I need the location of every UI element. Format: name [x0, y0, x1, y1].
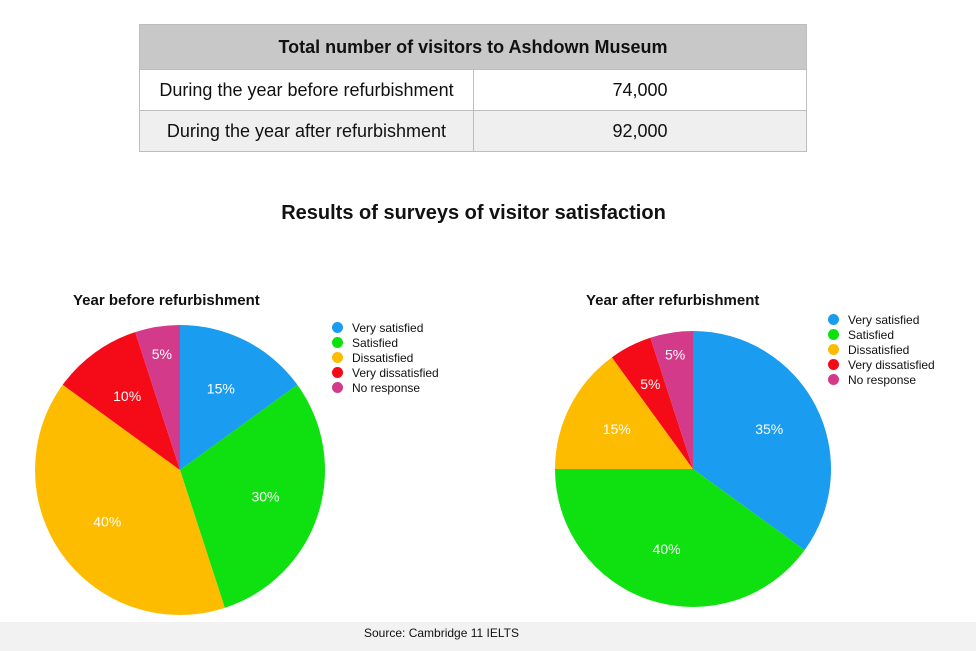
legend-item: Very satisfied: [828, 312, 935, 327]
table-row-value: 92,000: [473, 110, 807, 152]
legend-before: Very satisfied Satisfied Dissatisfied Very …: [332, 320, 439, 395]
pie-slice-satisfied: [180, 384, 325, 608]
slice-data-label: 35%: [755, 421, 783, 437]
legend-label: Very satisfied: [848, 312, 920, 327]
legend-item: Satisfied: [332, 335, 439, 350]
legend-label: Very satisfied: [352, 320, 424, 335]
legend-label: Satisfied: [848, 327, 895, 342]
pie-chart-before: 15% 30% 40% 10% 5%: [34, 325, 325, 615]
slice-data-label: 10%: [113, 388, 141, 404]
legend-swatch: [332, 322, 343, 333]
visitors-table: Total number of visitors to Ashdown Muse…: [139, 24, 807, 152]
footer-band: [0, 622, 976, 651]
pie-slice-very-satisfied: [693, 331, 831, 551]
legend-item: Satisfied: [828, 327, 935, 342]
legend-label: Very dissatisfied: [352, 365, 439, 380]
legend-item: No response: [828, 372, 935, 387]
slice-data-label: 5%: [640, 376, 660, 392]
slice-data-label: 15%: [207, 381, 235, 397]
legend-label: Satisfied: [352, 335, 399, 350]
slice-data-label: 15%: [603, 421, 631, 437]
pie-slice-very-satisfied: [180, 325, 298, 470]
table-row-label: During the year before refurbishment: [139, 69, 474, 111]
pie-slice-very-dissatisfied: [611, 337, 693, 469]
pie-slice-no-response: [650, 331, 693, 469]
legend-item: Dissatisfied: [828, 342, 935, 357]
pie-slice-dissatisfied: [34, 384, 225, 615]
pie-chart-after: 35% 40% 15% 5% 5%: [555, 331, 831, 607]
legend-label: No response: [848, 372, 917, 387]
legend-after: Very satisfied Satisfied Dissatisfied Very …: [828, 312, 935, 387]
legend-label: Dissatisfied: [848, 342, 910, 357]
pie-slice-very-dissatisfied: [62, 332, 180, 470]
slice-data-label: 5%: [665, 347, 685, 363]
legend-swatch: [332, 382, 343, 393]
legend-item: Dissatisfied: [332, 350, 439, 365]
legend-item: No response: [332, 380, 439, 395]
legend-label: No response: [352, 380, 421, 395]
legend-swatch: [828, 329, 839, 340]
legend-swatch: [828, 374, 839, 385]
table-row: During the year after refurbishment 92,0…: [139, 110, 807, 152]
slice-data-label: 5%: [152, 346, 172, 362]
table-row: During the year before refurbishment 74,…: [139, 69, 807, 111]
legend-item: Very dissatisfied: [332, 365, 439, 380]
legend-swatch: [332, 352, 343, 363]
legend-label: Dissatisfied: [352, 350, 414, 365]
slice-data-label: 40%: [93, 514, 121, 530]
legend-swatch: [332, 367, 343, 378]
legend-swatch: [332, 337, 343, 348]
source-note: Source: Cambridge 11 IELTS: [364, 626, 519, 640]
table-row-value: 74,000: [473, 69, 807, 111]
table-header: Total number of visitors to Ashdown Muse…: [139, 24, 807, 70]
table-header-row: Total number of visitors to Ashdown Muse…: [139, 24, 807, 70]
pie-title-after: Year after refurbishment: [586, 292, 760, 309]
legend-label: Very dissatisfied: [848, 357, 935, 372]
legend-swatch: [828, 344, 839, 355]
legend-swatch: [828, 359, 839, 370]
survey-title: Results of surveys of visitor satisfacti…: [281, 202, 666, 224]
legend-swatch: [828, 314, 839, 325]
legend-item: Very satisfied: [332, 320, 439, 335]
slice-data-label: 40%: [653, 541, 681, 557]
pie-slice-no-response: [135, 325, 180, 470]
pie-slice-satisfied: [555, 469, 805, 607]
pie-title-before: Year before refurbishment: [73, 292, 260, 309]
slice-data-label: 30%: [251, 488, 279, 504]
legend-item: Very dissatisfied: [828, 357, 935, 372]
pie-slice-dissatisfied: [555, 357, 693, 469]
table-row-label: During the year after refurbishment: [139, 110, 474, 152]
